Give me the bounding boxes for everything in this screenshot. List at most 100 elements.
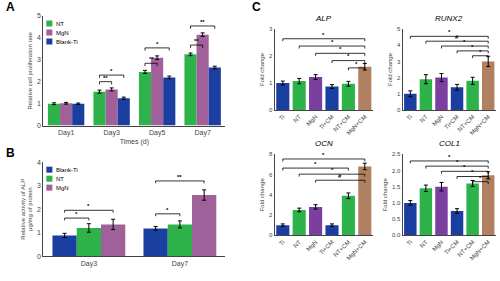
- svg-text:*: *: [75, 211, 78, 217]
- svg-text:*: *: [355, 61, 358, 67]
- svg-text:MgN+CM: MgN+CM: [469, 239, 491, 261]
- svg-text:MgN+CM: MgN+CM: [345, 114, 367, 136]
- svg-text:NT: NT: [56, 176, 64, 182]
- svg-text:Day7: Day7: [194, 129, 210, 137]
- svg-text:NT+CM: NT+CM: [332, 239, 351, 258]
- svg-text:1: 1: [37, 100, 41, 107]
- svg-text:Blank-Ti: Blank-Ti: [56, 39, 78, 45]
- svg-text:*: *: [166, 207, 169, 213]
- svg-text:1: 1: [37, 229, 41, 236]
- svg-text:*: *: [87, 203, 90, 209]
- svg-text:2: 2: [397, 75, 401, 81]
- svg-text:OCN: OCN: [315, 139, 333, 148]
- svg-text:Fold change: Fold change: [382, 178, 388, 212]
- svg-text:*: *: [456, 159, 459, 165]
- svg-text:COL1: COL1: [439, 139, 460, 148]
- svg-text:Ti+CM: Ti+CM: [443, 239, 460, 256]
- svg-text:2.0: 2.0: [392, 168, 401, 174]
- svg-text:A: A: [6, 0, 15, 14]
- svg-text:**: **: [103, 75, 108, 81]
- svg-text:2.5: 2.5: [392, 151, 401, 157]
- svg-text:3: 3: [37, 56, 41, 63]
- svg-text:#: #: [338, 173, 342, 179]
- svg-text:**: **: [149, 56, 154, 62]
- svg-text:NT+CM: NT+CM: [456, 114, 475, 133]
- svg-text:Day5: Day5: [149, 129, 165, 137]
- svg-text:0: 0: [397, 107, 401, 113]
- svg-text:NT: NT: [56, 21, 64, 27]
- svg-text:MgN+CM: MgN+CM: [345, 239, 367, 261]
- svg-text:Ti: Ti: [278, 239, 286, 247]
- svg-text:Times (d): Times (d): [120, 138, 149, 146]
- svg-text:MgN: MgN: [305, 239, 318, 252]
- svg-text:Ti+CM: Ti+CM: [318, 239, 335, 256]
- svg-text:0: 0: [37, 253, 41, 260]
- svg-text:ALP: ALP: [315, 14, 332, 23]
- svg-text:MgN: MgN: [431, 239, 444, 252]
- svg-text:*: *: [471, 44, 474, 50]
- svg-text:*: *: [156, 41, 159, 47]
- svg-text:Blank-Ti: Blank-Ti: [56, 167, 78, 173]
- svg-text:Relative cell proliferation ra: Relative cell proliferation rate: [27, 31, 33, 109]
- svg-text:*: *: [448, 29, 451, 35]
- svg-text:5: 5: [37, 12, 41, 19]
- svg-text:Fold change: Fold change: [387, 52, 393, 86]
- svg-text:NT: NT: [419, 239, 429, 249]
- svg-text:C: C: [252, 0, 261, 14]
- svg-text:MgN+CM: MgN+CM: [469, 114, 491, 136]
- svg-text:MgN: MgN: [305, 114, 318, 127]
- svg-text:*: *: [479, 175, 482, 181]
- svg-text:2: 2: [269, 212, 273, 218]
- svg-text:NT: NT: [292, 114, 302, 124]
- svg-text:0: 0: [269, 107, 273, 113]
- svg-text:1: 1: [397, 91, 401, 97]
- svg-text:2: 2: [37, 206, 41, 213]
- svg-text:0: 0: [269, 232, 273, 238]
- svg-text:4: 4: [37, 159, 41, 166]
- svg-text:8: 8: [269, 151, 273, 157]
- svg-text:Ti: Ti: [406, 114, 414, 122]
- svg-text:1.0: 1.0: [392, 200, 401, 206]
- svg-text:RUNX2: RUNX2: [435, 14, 463, 23]
- svg-text:2: 2: [269, 53, 273, 59]
- svg-text:Day1: Day1: [58, 129, 74, 137]
- svg-text:4: 4: [269, 192, 273, 198]
- svg-text:**: **: [200, 19, 205, 25]
- svg-text:0.5: 0.5: [392, 216, 401, 222]
- svg-text:5: 5: [397, 26, 401, 32]
- svg-text:**: **: [177, 174, 182, 180]
- svg-text:0: 0: [37, 122, 41, 129]
- svg-text:NT: NT: [292, 239, 302, 249]
- svg-text:NT+CM: NT+CM: [456, 239, 475, 258]
- svg-text:Fold change: Fold change: [259, 52, 265, 86]
- svg-text:B: B: [6, 146, 15, 160]
- svg-text:*: *: [448, 154, 451, 160]
- svg-text:MgN: MgN: [56, 30, 69, 36]
- svg-text:Ti+CM: Ti+CM: [443, 114, 460, 131]
- svg-text:Relative activity of ALPμg/mg: Relative activity of ALPμg/mg of protein: [20, 179, 34, 240]
- svg-text:1: 1: [269, 80, 273, 86]
- svg-text:MgN: MgN: [56, 185, 69, 191]
- svg-text:*: *: [331, 167, 334, 173]
- svg-text:3: 3: [269, 26, 273, 32]
- svg-text:Day3: Day3: [81, 260, 97, 268]
- svg-text:*: *: [314, 161, 317, 167]
- svg-text:*: *: [322, 152, 325, 158]
- svg-text:**: **: [194, 38, 199, 44]
- svg-text:Day3: Day3: [103, 129, 119, 137]
- svg-text:Ti: Ti: [278, 114, 286, 122]
- svg-text:Ti+CM: Ti+CM: [318, 114, 335, 131]
- svg-text:*: *: [322, 32, 325, 38]
- svg-text:0.0: 0.0: [392, 232, 401, 238]
- svg-text:*: *: [463, 164, 466, 170]
- svg-text:2: 2: [37, 78, 41, 85]
- svg-text:4: 4: [37, 34, 41, 41]
- svg-text:NT+CM: NT+CM: [332, 114, 351, 133]
- svg-text:6: 6: [269, 172, 273, 178]
- svg-text:*: *: [347, 53, 350, 59]
- svg-text:1.5: 1.5: [392, 184, 401, 190]
- svg-text:*: *: [471, 169, 474, 175]
- svg-text:*: *: [479, 49, 482, 55]
- svg-text:3: 3: [397, 59, 401, 65]
- svg-text:Day7: Day7: [172, 260, 188, 268]
